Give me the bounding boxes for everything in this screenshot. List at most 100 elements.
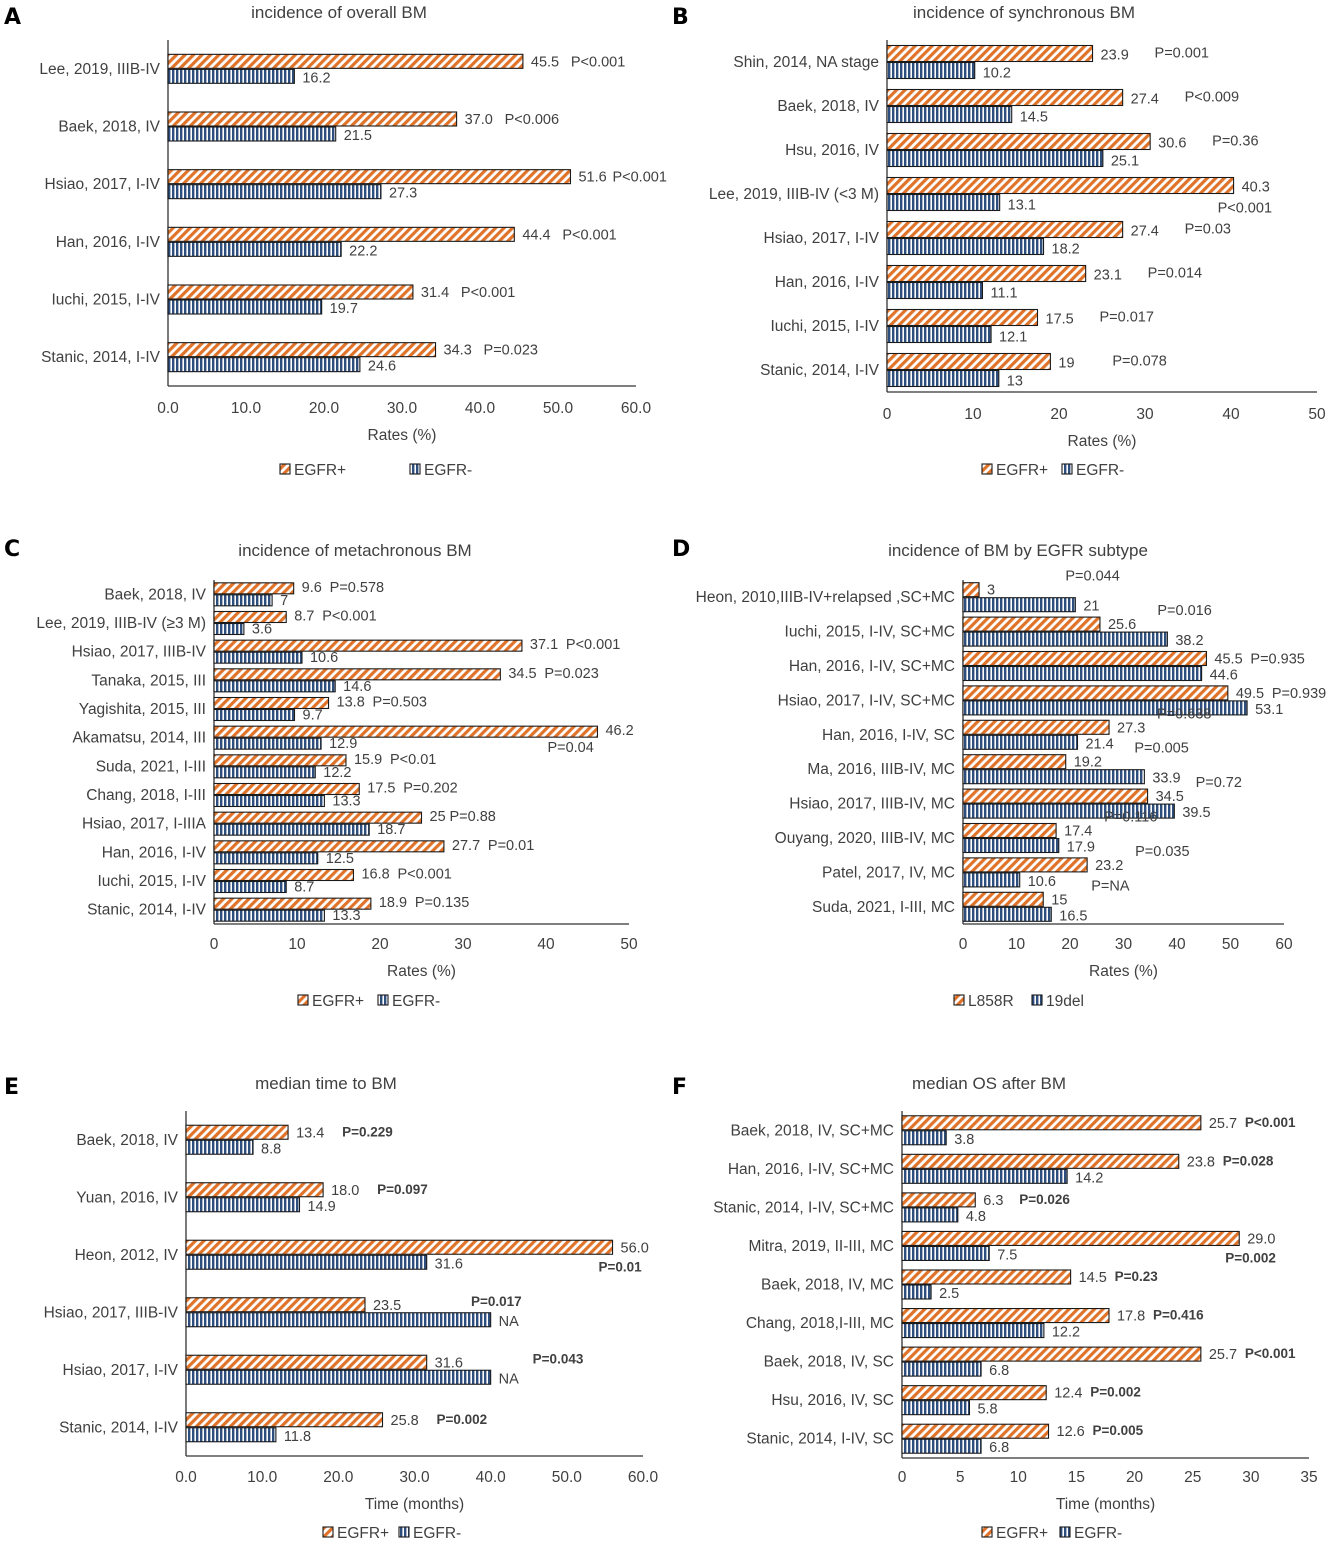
- bar-egfr-neg: [213, 909, 325, 922]
- bar-egfr-neg: [213, 880, 287, 894]
- p-value-label: P=0.043: [533, 1351, 584, 1366]
- p-value-label: P=0.014: [1148, 266, 1202, 282]
- bar-egfr-neg: [213, 651, 303, 664]
- bar-egfr-neg: [185, 1312, 492, 1328]
- x-axis-title: Rates (%): [368, 427, 437, 444]
- legend-label: EGFR-: [1076, 462, 1124, 479]
- p-value-label: P<0.001: [612, 170, 666, 186]
- data-label: 31.6: [435, 1256, 463, 1272]
- x-tick-label: 10.0: [231, 400, 262, 417]
- x-tick-label: 0: [898, 1469, 907, 1486]
- bar-egfr-pos: [167, 111, 458, 127]
- bar-egfr-pos: [886, 132, 1151, 151]
- data-label: 25.7: [1209, 1347, 1237, 1363]
- category-label: Stanic, 2014, I-IV: [41, 349, 161, 366]
- data-label: 45.5: [531, 54, 559, 70]
- category-label: Stanic, 2014, I-IV: [87, 902, 207, 919]
- data-label: 21: [1083, 599, 1099, 615]
- bar-egfr-pos: [901, 1115, 1202, 1131]
- p-value-label: P=0.002: [437, 1412, 488, 1427]
- x-tick-label: 40.0: [465, 400, 496, 417]
- data-label: 19.2: [1074, 755, 1102, 771]
- panel-letter: D: [672, 537, 690, 562]
- data-label: 15.9: [354, 752, 382, 768]
- p-value-label: P=0.03: [1185, 222, 1231, 238]
- legend-label: EGFR-: [413, 1525, 461, 1542]
- category-label: Hsiao, 2017, IIIB-IV: [72, 644, 207, 661]
- category-label: Lee, 2019, IIIB-IV: [39, 61, 160, 78]
- x-tick-label: 0.0: [157, 400, 179, 417]
- bar-egfr-neg: [886, 325, 992, 344]
- bar-egfr-pos: [213, 725, 599, 738]
- data-label: 17.4: [1064, 824, 1092, 840]
- category-label: Hsiao, 2017, I-IV, SC+MC: [778, 692, 955, 709]
- category-label: Chang, 2018, I-III: [86, 787, 206, 804]
- bar-egfr-pos: [213, 868, 354, 882]
- bar-l858r-pos: [962, 582, 980, 598]
- data-label: 12.1: [999, 330, 1027, 346]
- data-label: 37.0: [465, 112, 493, 128]
- panel-letter: F: [672, 1075, 687, 1100]
- data-label: 11.8: [284, 1429, 311, 1445]
- bar-egfr-neg: [213, 622, 245, 636]
- category-label: Hsiao, 2017, I-IV: [63, 1362, 179, 1379]
- data-label: 18.7: [377, 822, 405, 838]
- bar-egfr-pos: [901, 1346, 1202, 1362]
- bar-egfr-pos: [213, 782, 360, 796]
- bar-egfr-pos: [901, 1385, 1047, 1401]
- data-label: 56.0: [621, 1240, 649, 1256]
- data-label: 10.6: [310, 650, 338, 666]
- bar-egfr-pos: [886, 220, 1124, 239]
- category-label: Baek, 2018, IV, SC: [764, 1354, 894, 1371]
- data-label: 22.2: [349, 243, 377, 259]
- data-label: 13.4: [296, 1125, 324, 1141]
- data-label: 16.8: [361, 867, 389, 883]
- legend: EGFR+ EGFR-: [322, 1525, 461, 1542]
- x-tick-label: 40: [1222, 406, 1240, 423]
- data-label: 12.5: [326, 851, 354, 867]
- legend: EGFR+ EGFR-: [279, 462, 472, 479]
- x-tick-label: 30: [1242, 1469, 1260, 1486]
- x-tick-label: 0: [883, 406, 892, 423]
- p-value-label: P=0.503: [373, 695, 427, 711]
- legend-swatch: [409, 463, 421, 475]
- bar-egfr-pos: [167, 53, 524, 69]
- p-value-label: P=0.229: [342, 1124, 393, 1139]
- bar-egfr-neg: [901, 1400, 970, 1416]
- data-label: 30.6: [1158, 136, 1186, 152]
- data-label: 6.8: [989, 1440, 1009, 1456]
- data-label: NA: [499, 1314, 519, 1330]
- bar-egfr-pos: [213, 582, 295, 595]
- data-label: 34.5: [508, 666, 536, 682]
- bar-egfr-pos: [185, 1354, 428, 1370]
- bar-egfr-neg: [167, 357, 361, 373]
- data-label: 40.3: [1242, 180, 1270, 196]
- p-value-label: P=0.202: [403, 781, 457, 797]
- p-value-label: P=0.035: [1135, 844, 1189, 860]
- x-tick-label: 20: [1126, 1469, 1144, 1486]
- p-value-label: P<0.009: [1185, 90, 1239, 106]
- x-tick-label: 60.0: [628, 1469, 659, 1486]
- data-label: 34.3: [444, 343, 472, 359]
- bar-egfr-pos: [886, 176, 1235, 195]
- bar-egfr-pos: [185, 1297, 366, 1313]
- data-label: 38.2: [1175, 633, 1203, 649]
- bar-egfr-neg: [167, 184, 382, 200]
- data-label: 18.2: [1052, 242, 1080, 258]
- chart-title: median time to BM: [255, 1074, 397, 1093]
- bar-egfr-pos: [185, 1182, 324, 1198]
- bar-egfr-pos: [213, 811, 423, 824]
- data-label: 33.9: [1152, 771, 1180, 787]
- bar-egfr-pos: [901, 1308, 1110, 1324]
- category-label: Stanic, 2014, I-IV: [760, 362, 880, 379]
- data-label: 12.4: [1054, 1386, 1082, 1402]
- p-value-label: P=0.638: [1157, 706, 1211, 722]
- p-value-label: P=0.116: [1104, 810, 1157, 826]
- data-label: 17.5: [367, 781, 395, 797]
- data-label: 3.6: [252, 622, 272, 638]
- bar-egfr-neg: [901, 1438, 982, 1454]
- data-label: 16.5: [1059, 908, 1087, 924]
- chart-title: incidence of metachronous BM: [238, 541, 471, 560]
- data-label: 12.2: [323, 765, 351, 781]
